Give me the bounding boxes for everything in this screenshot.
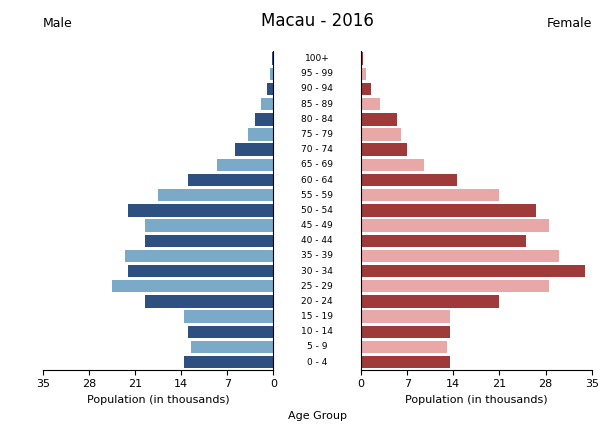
Bar [361, 250, 559, 262]
Bar [361, 189, 500, 201]
Bar [361, 280, 549, 292]
Bar [128, 204, 273, 217]
Bar [361, 219, 549, 232]
Text: 70 - 74: 70 - 74 [301, 145, 333, 154]
X-axis label: Population (in thousands): Population (in thousands) [405, 395, 548, 405]
Bar [361, 235, 526, 247]
Text: 10 - 14: 10 - 14 [301, 327, 333, 336]
Bar [361, 83, 371, 95]
Bar [125, 250, 273, 262]
Bar [255, 113, 273, 125]
Text: 50 - 54: 50 - 54 [301, 206, 333, 215]
Bar [262, 98, 273, 110]
Bar [158, 189, 273, 201]
Bar [361, 174, 457, 186]
Text: 65 - 69: 65 - 69 [301, 160, 333, 169]
Bar [361, 98, 379, 110]
Text: Male: Male [43, 17, 73, 30]
Bar [112, 280, 273, 292]
Text: 0 - 4: 0 - 4 [307, 358, 328, 367]
Bar [145, 219, 273, 232]
Bar [361, 356, 450, 368]
Text: Female: Female [547, 17, 592, 30]
Text: 40 - 44: 40 - 44 [301, 236, 333, 245]
Text: 20 - 24: 20 - 24 [301, 297, 333, 306]
Bar [267, 83, 273, 95]
Bar [145, 235, 273, 247]
Bar [128, 265, 273, 278]
Bar [361, 295, 500, 308]
Text: 90 - 94: 90 - 94 [301, 85, 333, 94]
Text: 75 - 79: 75 - 79 [301, 130, 333, 139]
Bar [272, 52, 273, 65]
Bar [248, 128, 273, 141]
Text: 85 - 89: 85 - 89 [301, 99, 333, 109]
Text: Macau - 2016: Macau - 2016 [260, 12, 374, 30]
Text: 25 - 29: 25 - 29 [301, 282, 333, 291]
Bar [361, 113, 397, 125]
Text: Age Group: Age Group [288, 411, 346, 421]
Bar [217, 159, 273, 171]
Bar [361, 159, 424, 171]
Bar [361, 144, 407, 156]
Bar [188, 326, 273, 338]
Text: 35 - 39: 35 - 39 [301, 252, 333, 261]
Bar [361, 326, 450, 338]
Text: 95 - 99: 95 - 99 [301, 69, 333, 78]
Text: 5 - 9: 5 - 9 [307, 343, 328, 351]
Bar [191, 341, 273, 353]
Bar [361, 341, 447, 353]
Text: 80 - 84: 80 - 84 [301, 115, 333, 124]
Bar [270, 68, 273, 80]
Bar [361, 52, 363, 65]
Bar [184, 310, 273, 323]
Bar [361, 265, 585, 278]
Bar [361, 204, 536, 217]
Text: 30 - 34: 30 - 34 [301, 266, 333, 275]
Bar [361, 310, 450, 323]
Bar [188, 174, 273, 186]
Bar [184, 356, 273, 368]
X-axis label: Population (in thousands): Population (in thousands) [87, 395, 229, 405]
Text: 55 - 59: 55 - 59 [301, 191, 333, 200]
Bar [145, 295, 273, 308]
Text: 100+: 100+ [305, 54, 329, 63]
Text: 45 - 49: 45 - 49 [301, 221, 333, 230]
Bar [235, 144, 273, 156]
Bar [361, 128, 401, 141]
Text: 15 - 19: 15 - 19 [301, 312, 333, 321]
Bar [361, 68, 367, 80]
Text: 60 - 64: 60 - 64 [301, 176, 333, 184]
